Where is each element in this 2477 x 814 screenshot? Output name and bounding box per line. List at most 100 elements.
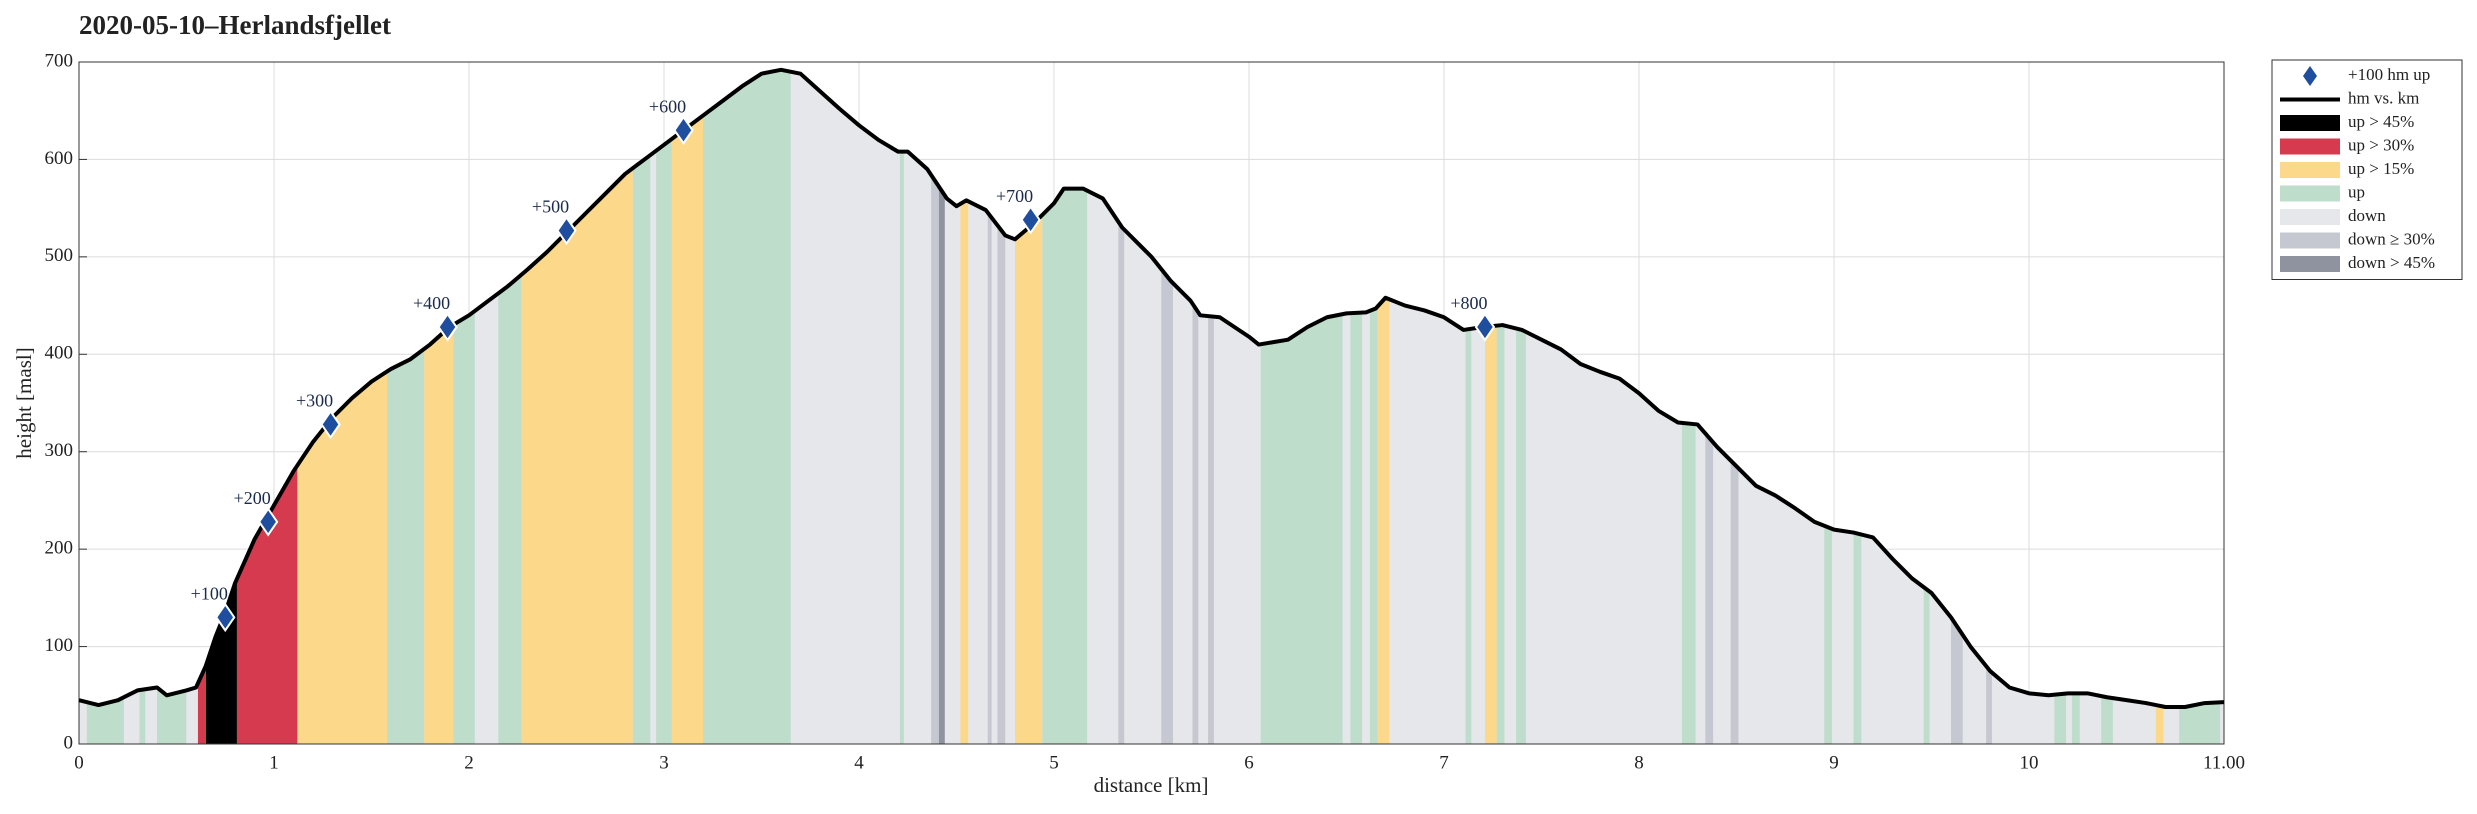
legend-swatch — [2280, 232, 2340, 249]
slope-band — [1208, 316, 1214, 744]
x-tick-label: 7 — [1439, 752, 1449, 773]
slope-band — [2179, 702, 2221, 744]
slope-band — [1377, 297, 1390, 744]
marker — [556, 215, 577, 246]
slope-band — [899, 151, 904, 745]
slope-band — [1465, 328, 1472, 744]
x-tick-label: 5 — [1049, 752, 1059, 773]
slope-band — [1350, 312, 1363, 744]
marker — [1020, 205, 1041, 235]
profile-line — [78, 67, 2225, 709]
plot-frame — [78, 61, 2225, 745]
slope-band — [387, 348, 425, 744]
slope-band — [1042, 188, 1088, 744]
slope-band — [960, 200, 969, 744]
slope-band — [521, 168, 633, 744]
slope-band — [1484, 325, 1497, 744]
marker-label: +700 — [996, 186, 1033, 206]
chart-title: 2020-05-10–Herlandsfjellet — [79, 10, 391, 40]
legend-swatch — [2280, 115, 2340, 131]
slope-band — [1705, 433, 1714, 744]
marker — [257, 507, 279, 537]
legend-label: down — [2348, 206, 2386, 225]
slope-band — [297, 371, 388, 744]
slope-band — [632, 155, 651, 744]
marker-label: +800 — [1450, 293, 1487, 313]
marker-label: +500 — [532, 197, 569, 217]
slope-band — [938, 186, 945, 745]
x-tick-label: 10 — [2020, 752, 2039, 773]
legend-label: down ≥ 30% — [2348, 229, 2435, 248]
slope-band — [997, 225, 1006, 744]
legend-marker — [2303, 66, 2317, 86]
slope-band — [987, 212, 992, 744]
slope-band — [2054, 693, 2067, 744]
legend-label: up > 30% — [2348, 135, 2414, 154]
y-tick-label: 300 — [45, 440, 74, 461]
marker — [673, 115, 694, 145]
marker-label: +400 — [413, 293, 450, 313]
y-tick-label: 500 — [45, 245, 74, 266]
slope-band — [1260, 314, 1343, 744]
y-tick-label: 700 — [45, 50, 74, 71]
slope-band — [498, 274, 522, 744]
x-tick-label: 0 — [74, 752, 84, 773]
slope-band — [236, 465, 298, 744]
slope-band — [1192, 303, 1199, 744]
slope-band — [1853, 532, 1862, 744]
slope-band — [656, 138, 672, 744]
legend-swatch — [2280, 209, 2340, 225]
y-tick-label: 600 — [45, 148, 74, 169]
slope-band — [1496, 325, 1505, 744]
legend-label: up > 45% — [2348, 112, 2414, 131]
slope-band — [205, 578, 237, 744]
legend-swatch — [2280, 256, 2340, 272]
x-tick-label: 9 — [1829, 752, 1839, 773]
marker — [215, 602, 236, 633]
y-axis-label: height [masl] — [12, 347, 36, 458]
marker — [1474, 312, 1496, 342]
marker — [437, 312, 458, 342]
marker-label: +200 — [234, 488, 271, 508]
y-tick-label: 100 — [45, 635, 74, 656]
legend-label: up > 15% — [2348, 159, 2414, 178]
legend-label: hm vs. km — [2348, 88, 2419, 107]
marker-label: +600 — [649, 96, 686, 116]
x-tick-label: 2 — [464, 752, 474, 773]
slope-band — [1516, 328, 1526, 744]
legend-swatch — [2280, 162, 2340, 178]
slope-band — [1730, 460, 1739, 744]
slope-band — [931, 175, 939, 744]
slope-band — [197, 666, 206, 744]
x-tick-label: 3 — [659, 752, 669, 773]
slope-band — [2155, 705, 2164, 744]
slope-band — [424, 324, 454, 744]
slope-band — [1369, 306, 1378, 744]
x-tick-label: 11.00 — [2203, 752, 2245, 773]
slope-band — [1681, 422, 1696, 744]
slope-band — [1986, 666, 1992, 744]
legend-swatch — [2280, 185, 2340, 202]
marker — [320, 409, 341, 440]
legend-label: down > 45% — [2348, 253, 2435, 272]
x-tick-label: 4 — [854, 752, 864, 773]
y-tick-label: 0 — [64, 732, 74, 753]
x-tick-label: 1 — [269, 752, 279, 773]
y-tick-label: 400 — [45, 343, 74, 364]
slope-band — [139, 689, 146, 744]
slope-band — [671, 115, 703, 745]
slope-band — [703, 69, 791, 744]
slope-band — [1161, 269, 1173, 744]
marker-label: +100 — [191, 583, 228, 603]
slope-band — [1951, 617, 1963, 744]
slope-band — [1824, 525, 1833, 744]
slope-band — [2071, 693, 2080, 744]
legend-swatch — [2280, 138, 2340, 155]
slope-band — [1923, 587, 1930, 744]
y-tick-label: 200 — [45, 538, 74, 559]
x-tick-label: 6 — [1244, 752, 1254, 773]
marker-label: +300 — [296, 391, 333, 411]
slope-band — [453, 310, 475, 744]
